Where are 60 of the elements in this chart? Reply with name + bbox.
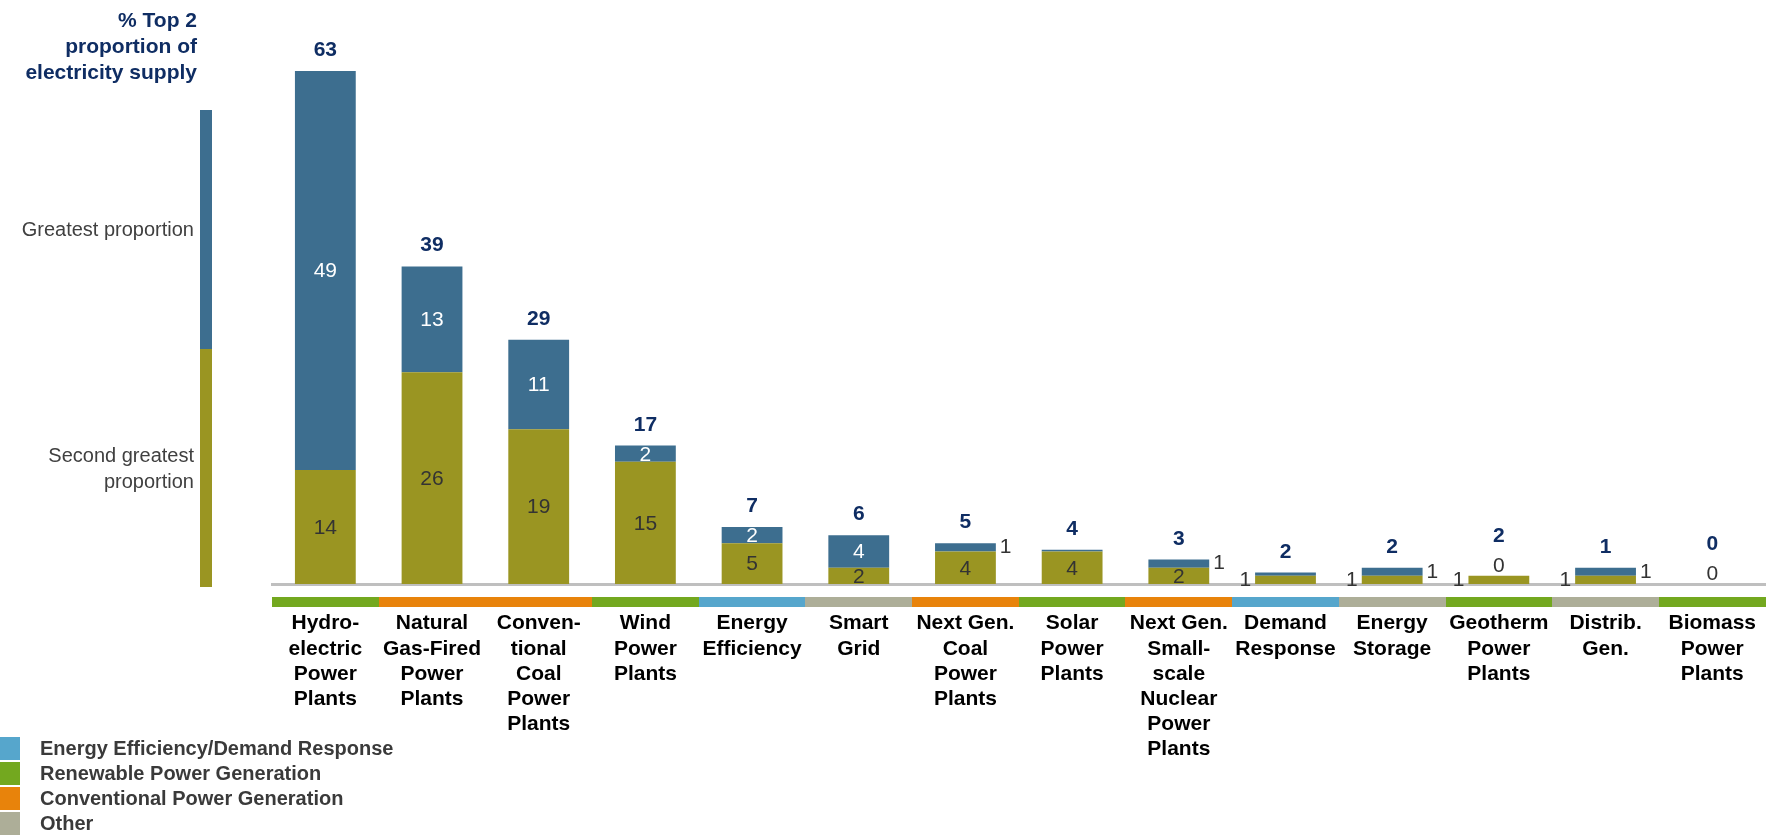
data-label: 1 [999, 534, 1012, 558]
total-label: 63 [313, 37, 338, 60]
legend-label: Greatest proportion [20, 217, 194, 243]
data-label: 11 [527, 372, 550, 396]
x-tick-label: Natural Gas-Fired Power Plants [383, 610, 482, 709]
text: 1 [1599, 533, 1612, 557]
total-label: 4 [1066, 515, 1079, 539]
x-tick-label: Geotherm Power Plants [1449, 610, 1549, 684]
data-label: 0 [1493, 552, 1505, 576]
x-tick-label: Energy Efficiency [702, 610, 802, 659]
data-label: 49 [313, 258, 338, 282]
x-tick-label: Demand Response [1235, 610, 1336, 659]
data-label: 2 [639, 441, 652, 465]
total-label: 39 [420, 232, 444, 256]
data-label: 2 [746, 522, 758, 546]
data-label: 14 [313, 514, 338, 538]
data-label: 1 [1346, 566, 1358, 590]
data-label: 1 [1452, 566, 1465, 590]
data-label: 13 [420, 307, 444, 331]
data-label: 4 [1066, 555, 1079, 579]
data-label: 4 [959, 555, 972, 579]
x-tick-label: Conven-tional Coal Power Plants [496, 610, 581, 735]
x-tick-label: Next Gen. Coal Power Plants [916, 610, 1015, 709]
total-label: 17 [633, 411, 658, 435]
text: Other [40, 812, 94, 835]
data-label: 15 [633, 510, 658, 534]
data-label: 1 [1213, 550, 1225, 574]
data-label: 1 [1426, 558, 1439, 582]
x-tick-label: Wind Power Plants [613, 610, 677, 684]
x-tick-label: Solar Power Plants [1040, 610, 1104, 684]
data-label: 1 [1239, 566, 1252, 590]
text: Energy Efficiency/Demand Response [40, 737, 394, 760]
data-label: 26 [420, 465, 444, 489]
total-label: 0 [1706, 560, 1719, 584]
x-tick-label: Distrib. Gen. [1569, 610, 1642, 659]
text: Conventional Power Generation [40, 787, 344, 810]
text: Renewable Power Generation [40, 762, 322, 785]
data-label: 5 [746, 551, 758, 575]
total-label: 5 [959, 509, 972, 533]
total-label: 29 [527, 305, 551, 329]
data-label: 2 [1172, 563, 1185, 587]
x-tick-label: Biomass Power Plants [1668, 610, 1756, 684]
data-label: 1 [1639, 558, 1652, 582]
total-label: 3 [1172, 525, 1185, 549]
data-label: 19 [527, 494, 551, 518]
total-label: 6 [852, 501, 865, 525]
total-label: 2 [1386, 533, 1399, 557]
chart-title: % Top 2 proportion of electricity supply [24, 7, 197, 85]
x-tick-label: Hydro-electric Power Plants [288, 610, 363, 709]
x-tick-label: Smart Grid [829, 610, 889, 659]
x-tick-label: Energy Storage [1353, 610, 1432, 659]
data-label: 4 [852, 539, 865, 563]
legend-label: Second greatest proportion [47, 442, 194, 494]
total-label: 2 [1493, 522, 1505, 546]
total-label: 7 [746, 493, 758, 516]
data-label: 0 [1706, 531, 1719, 554]
x-tick-label: Next Gen. Small-scale Nuclear Power Plants [1129, 610, 1228, 760]
total-label: 2 [1279, 538, 1292, 562]
total-label: 1 [1559, 566, 1572, 590]
data-label: 2 [852, 563, 865, 587]
